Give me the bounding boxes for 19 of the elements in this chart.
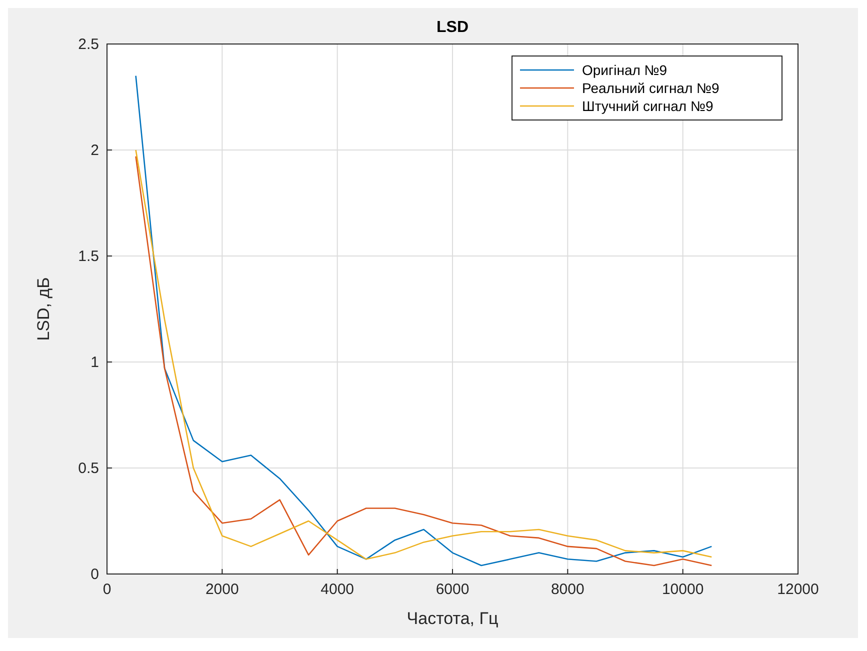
legend-label: Оригінал №9: [582, 62, 668, 78]
y-tick-label: 0.5: [78, 460, 99, 477]
y-tick-label: 0: [90, 566, 99, 583]
x-tick-label: 0: [102, 581, 112, 598]
y-tick-label: 2.5: [78, 36, 99, 53]
legend-label: Реальний сигнал №9: [582, 80, 720, 96]
x-tick-label: 4000: [320, 581, 354, 598]
y-axis-title: LSD, дБ: [34, 277, 53, 341]
chart-title: LSD: [436, 19, 468, 36]
legend-label: Штучний сигнал №9: [582, 98, 714, 114]
y-tick-label: 2: [90, 142, 99, 159]
x-tick-label: 8000: [550, 581, 584, 598]
x-tick-label: 2000: [205, 581, 239, 598]
x-tick-label: 6000: [436, 581, 470, 598]
y-tick-label: 1: [90, 354, 99, 371]
y-tick-label: 1.5: [78, 248, 99, 265]
x-tick-label: 12000: [777, 581, 819, 598]
x-axis-title: Частота, Гц: [406, 609, 498, 628]
x-tick-label: 10000: [662, 581, 704, 598]
